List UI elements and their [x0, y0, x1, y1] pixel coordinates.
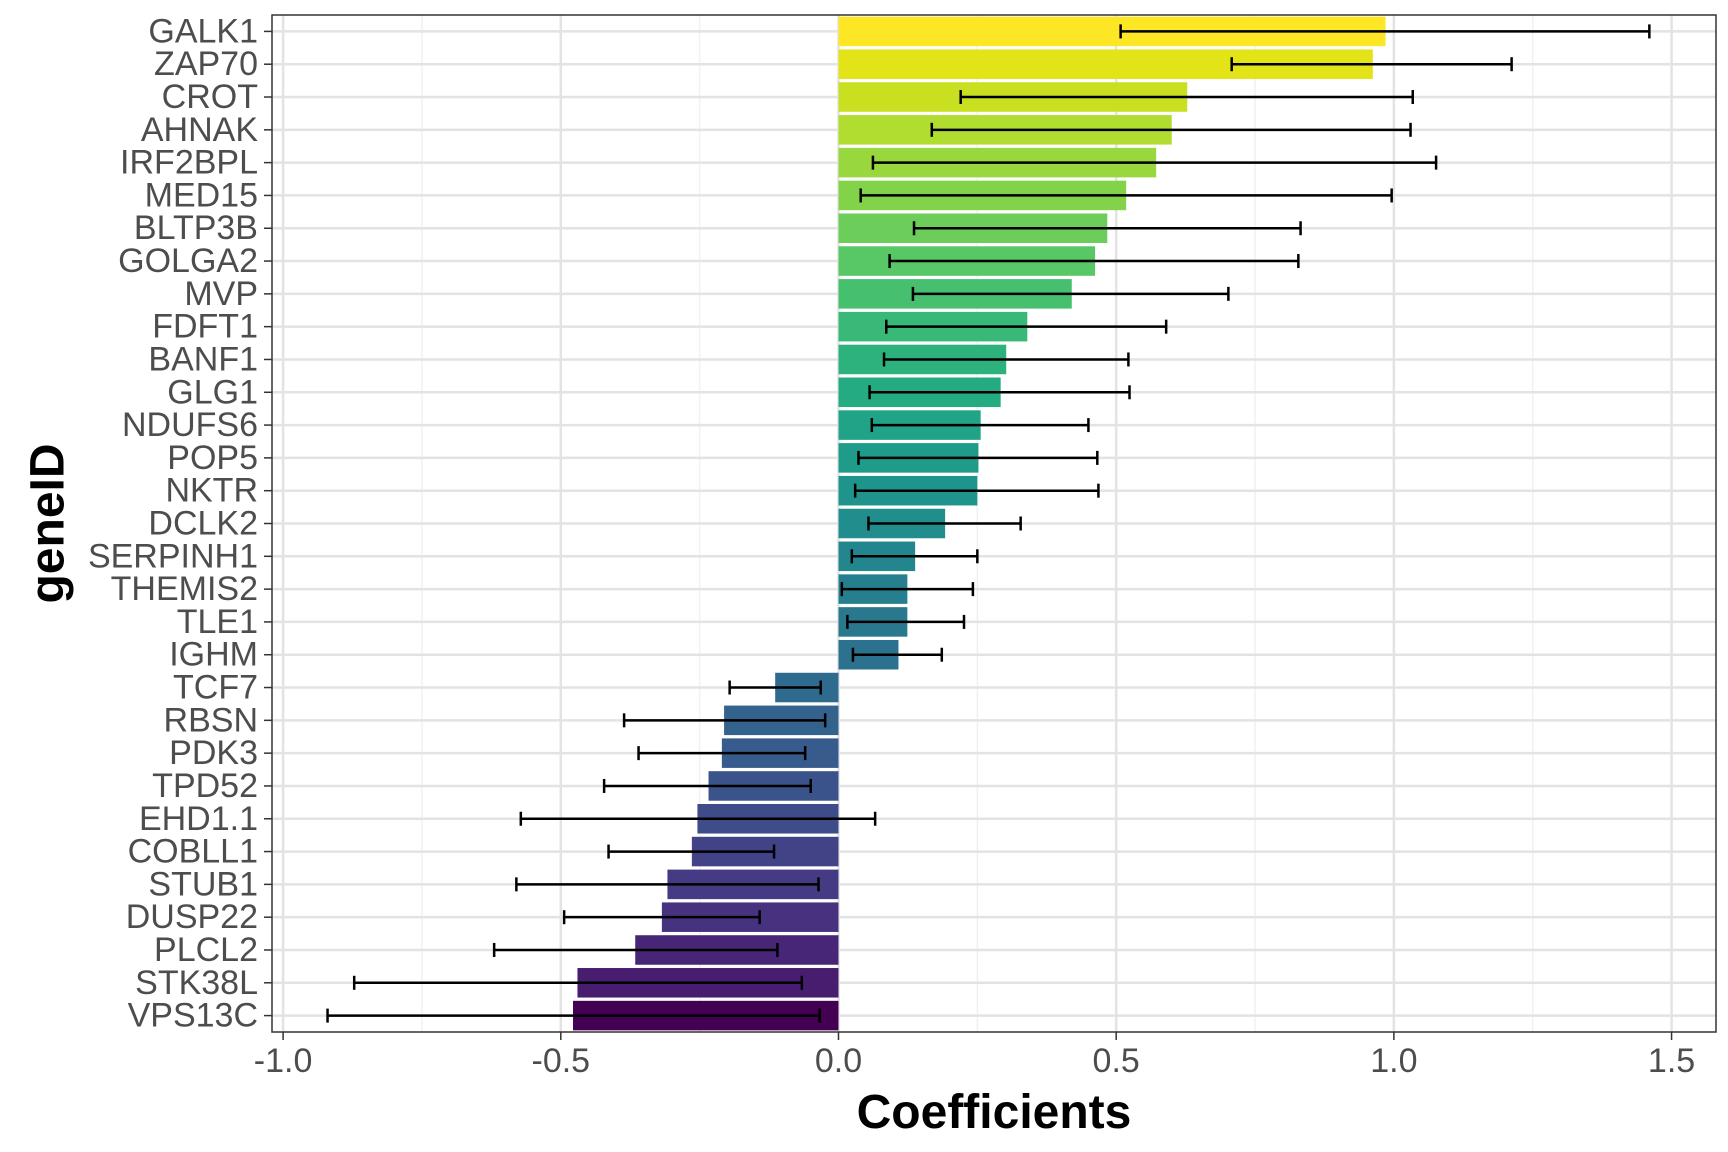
error-bar: [515, 877, 820, 892]
error-bar: [1119, 24, 1651, 39]
y-tick-label: FDFT1: [152, 308, 258, 346]
error-bar: [602, 778, 812, 793]
y-tick-label: GALK1: [148, 12, 258, 50]
error-bar: [857, 450, 1099, 465]
y-tick-label: NKTR: [165, 472, 258, 510]
error-bar: [607, 844, 776, 859]
y-tick-label: DCLK2: [148, 505, 258, 543]
y-tick-label: BLTP3B: [134, 209, 258, 247]
y-tick-label: MED15: [145, 176, 258, 214]
error-bar: [1230, 57, 1513, 72]
error-bar: [885, 319, 1168, 334]
x-tick-label: 1.0: [1370, 1042, 1417, 1080]
error-bar: [871, 155, 1438, 170]
y-tick-label: STUB1: [148, 865, 258, 903]
y-tick-label: GOLGA2: [118, 242, 258, 280]
y-axis-title: geneID: [22, 443, 75, 603]
error-bar: [840, 582, 975, 597]
x-tick-label: -1.0: [254, 1042, 313, 1080]
error-bar: [851, 647, 944, 662]
error-bar: [492, 942, 779, 957]
y-tick-label: TCF7: [173, 669, 258, 707]
y-tick-label: TPD52: [152, 767, 258, 805]
y-tick-label: ZAP70: [154, 45, 258, 83]
x-axis-title: Coefficients: [857, 1086, 1132, 1139]
y-tick-label: CROT: [162, 78, 258, 116]
error-bar: [868, 385, 1131, 400]
y-tick-label: IRF2BPL: [120, 144, 258, 182]
y-tick-label: IGHM: [169, 636, 258, 674]
error-bar: [352, 975, 804, 990]
y-tick-label: NDUFS6: [122, 406, 258, 444]
error-bar: [326, 1008, 821, 1023]
error-bar: [850, 549, 979, 564]
error-bar: [870, 418, 1090, 433]
error-bar: [888, 254, 1300, 269]
y-tick-label: PLCL2: [154, 931, 258, 969]
x-tick-label: 0.5: [1093, 1042, 1140, 1080]
error-bar: [846, 614, 966, 629]
y-tick-label: PDK3: [169, 734, 258, 772]
y-tick-label: AHNAK: [141, 111, 258, 149]
y-tick-label: THEMIS2: [111, 570, 258, 608]
error-bar: [728, 680, 822, 695]
x-tick-label: 0.0: [815, 1042, 862, 1080]
error-bar: [622, 713, 827, 728]
y-tick-label: COBLL1: [128, 833, 258, 871]
y-tick-label: BANF1: [148, 340, 258, 378]
error-bar: [912, 221, 1302, 236]
x-tick-label: 1.5: [1648, 1042, 1695, 1080]
error-bar: [882, 352, 1130, 367]
error-bar: [859, 188, 1393, 203]
y-tick-label: VPS13C: [128, 997, 258, 1035]
y-tick-label: SERPINH1: [88, 537, 258, 575]
y-tick-label: STK38L: [135, 964, 258, 1002]
y-tick-label: POP5: [167, 439, 258, 477]
error-bar: [867, 516, 1022, 531]
error-bar: [562, 910, 761, 925]
y-tick-label: GLG1: [167, 373, 258, 411]
error-bar: [637, 746, 807, 761]
y-tick-label: EHD1.1: [139, 800, 258, 838]
y-tick-label: MVP: [184, 275, 258, 313]
y-tick-label: DUSP22: [126, 898, 258, 936]
error-bar: [959, 90, 1415, 105]
error-bar: [853, 483, 1100, 498]
x-tick-label: -0.5: [532, 1042, 591, 1080]
error-bar: [519, 811, 877, 826]
y-tick-label: RBSN: [164, 701, 258, 739]
error-bar: [911, 286, 1230, 301]
y-tick-label: TLE1: [177, 603, 258, 641]
error-bar: [930, 122, 1412, 137]
